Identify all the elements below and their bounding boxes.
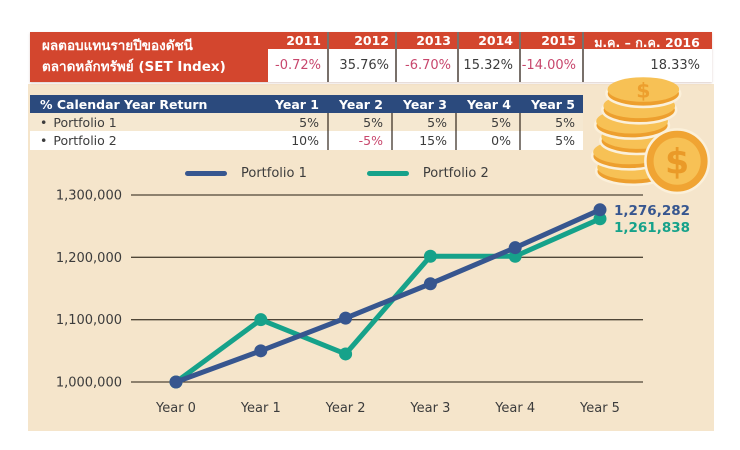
portfolio-return-cell: 5% <box>519 113 583 131</box>
set-year-value: 35.76% <box>329 49 395 82</box>
portfolio-return-cell: -5% <box>327 131 391 150</box>
dollar-sign-icon: $ <box>636 79 650 103</box>
set-index-title: ผลตอบแทนรายปีของดัชนี ตลาดหลักทรัพย์ (SE… <box>30 32 268 82</box>
legend-label: Portfolio 2 <box>422 166 489 181</box>
portfolio-return-cell: 5% <box>519 131 583 150</box>
set-index-title-line2: ตลาดหลักทรัพย์ (SET Index) <box>42 59 226 75</box>
portfolio-2-row: • Portfolio 2 10% -5% 15% 0% 5% <box>30 131 583 150</box>
calendar-year-header: Year 3 <box>402 97 447 112</box>
set-year-column: 2013 -6.70% <box>395 32 457 82</box>
set-year-value: -0.72% <box>268 49 327 82</box>
portfolio-1-line-swatch-icon <box>185 171 227 176</box>
set-year-header: 2012 <box>329 32 395 49</box>
set-year-value: -14.00% <box>521 49 582 82</box>
calendar-table-title: % Calendar Year Return <box>40 97 208 112</box>
portfolio-1-row: • Portfolio 1 5% 5% 5% 5% 5% <box>30 113 583 131</box>
set-index-title-line1: ผลตอบแทนรายปีของดัชนี <box>42 38 193 54</box>
calendar-year-header: Year 1 <box>274 97 319 112</box>
set-year-column: 2011 -0.72% <box>268 32 327 82</box>
portfolio-return-cell: 5% <box>455 113 519 131</box>
calendar-year-header: Year 2 <box>338 97 383 112</box>
set-year-value: -6.70% <box>397 49 457 82</box>
portfolio-2-line-swatch-icon <box>366 171 409 176</box>
set-index-return-table: ผลตอบแทนรายปีของดัชนี ตลาดหลักทรัพย์ (SE… <box>30 32 712 82</box>
set-ytd-2016-value: 18.33% <box>584 49 712 82</box>
set-year-column: 2015 -14.00% <box>519 32 582 82</box>
portfolio-return-cell: 5% <box>327 113 391 131</box>
coin-stack: $ $ <box>590 77 711 195</box>
calendar-table-header-row: % Calendar Year Return Year 1 Year 2 Yea… <box>30 95 583 113</box>
set-year-column: 2012 35.76% <box>327 32 395 82</box>
set-year-column: 2014 15.32% <box>457 32 519 82</box>
legend-label: Portfolio 1 <box>241 166 307 181</box>
portfolio-return-cell: 0% <box>455 131 519 150</box>
set-year-header: 2011 <box>268 32 327 49</box>
portfolio-return-cell: 5% <box>299 115 319 130</box>
portfolio-1-label: • Portfolio 1 <box>40 115 117 130</box>
chart-legend: Portfolio 1 Portfolio 2 <box>185 166 489 181</box>
dollar-sign-icon: $ <box>665 142 689 182</box>
gold-coins-icon: $ $ <box>590 77 711 195</box>
portfolio-2-label: • Portfolio 2 <box>40 133 117 148</box>
bullet-icon: • <box>40 133 48 148</box>
portfolio-return-cell: 15% <box>391 131 455 150</box>
set-ytd-2016-column: ม.ค. – ก.ค. 2016 18.33% <box>582 32 712 82</box>
set-year-header: 2015 <box>521 32 582 49</box>
calendar-year-header: Year 4 <box>466 97 511 112</box>
legend-item-portfolio-1: Portfolio 1 <box>185 166 307 181</box>
calendar-year-header: Year 5 <box>530 97 575 112</box>
set-year-header: 2014 <box>459 32 519 49</box>
set-year-header: 2013 <box>397 32 457 49</box>
set-year-value: 15.32% <box>459 49 519 82</box>
calendar-year-return-table: % Calendar Year Return Year 1 Year 2 Yea… <box>30 95 583 150</box>
set-ytd-2016-header: ม.ค. – ก.ค. 2016 <box>584 32 712 50</box>
bullet-icon: • <box>40 115 48 130</box>
legend-item-portfolio-2: Portfolio 2 <box>366 166 489 181</box>
portfolio-return-cell: 10% <box>291 133 319 148</box>
portfolio-return-cell: 5% <box>391 113 455 131</box>
